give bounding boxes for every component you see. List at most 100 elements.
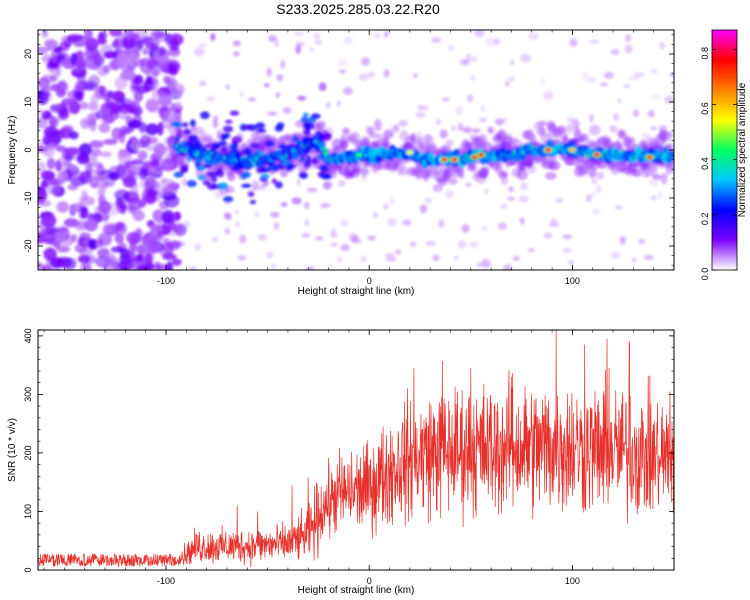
spectrogram-blob (198, 43, 208, 48)
spectrogram-blob (98, 30, 108, 40)
spectrogram-blob (125, 254, 134, 264)
spectrogram-blob (427, 140, 436, 151)
spectrogram-blob (528, 32, 539, 41)
spectrogram-blob (42, 85, 51, 93)
spectrogram-blob (291, 197, 302, 205)
spectrogram-blob (249, 142, 261, 149)
spectrogram-blob (150, 158, 160, 167)
spectrogram-blob (297, 95, 307, 101)
spectrogram-blob (61, 125, 74, 133)
spectrogram-blob (122, 176, 137, 188)
colorbar-label: Normalized spectral amplitude (737, 82, 748, 217)
spectrogram-blob (412, 73, 418, 78)
spectrogram-blob (280, 202, 288, 208)
spectrogram-blob (162, 253, 177, 261)
snr-x-tick-label: -100 (157, 576, 175, 586)
spectrogram-blob (41, 74, 56, 83)
spectrogram-blob (227, 171, 236, 182)
spectrogram-blob (632, 257, 637, 263)
spectrogram-blob (581, 71, 588, 80)
spectrogram-blob (340, 219, 349, 227)
spectrogram-blob (439, 129, 448, 139)
spectrogram-blob (57, 170, 68, 183)
snr-y-axis-label: SNR (10 * v/v) (7, 418, 18, 482)
spectrogram-blob (183, 220, 191, 228)
spectrogram-blob (470, 55, 478, 63)
spectrogram-blob (444, 189, 455, 199)
spectrogram-x-tick-label: 100 (565, 276, 580, 286)
spectrogram-blob (494, 166, 504, 174)
spectrogram-blob (66, 34, 83, 43)
spectrogram-blob (359, 166, 370, 177)
spectrogram-blob (40, 179, 49, 189)
spectrogram-blob (157, 121, 164, 136)
spectrogram-blob (135, 264, 149, 270)
spectrogram-blob (303, 201, 310, 210)
spectrogram-blob (78, 143, 93, 156)
spectrogram-blob (129, 140, 141, 151)
spectrogram-blob (38, 46, 49, 55)
spectrogram-blob (419, 105, 429, 111)
spectrogram-blob (146, 59, 159, 70)
spectrogram-blob (326, 102, 331, 109)
spectrogram-blob (203, 143, 215, 149)
spectrogram-blob (162, 110, 177, 121)
spectrogram-blob (298, 172, 309, 179)
spectrogram-y-axis-label: Frequency (Hz) (7, 116, 18, 185)
spectrogram-blob (476, 262, 482, 268)
spectrogram-blob (63, 159, 73, 167)
spectrogram-blob (368, 131, 379, 139)
spectrogram-blob (578, 133, 589, 143)
spectrogram-blob (109, 171, 120, 181)
spectrogram-blob (38, 108, 46, 116)
spectrogram-blob (114, 233, 124, 244)
spectrogram-blob (322, 136, 332, 141)
spectrogram-blob (336, 100, 341, 107)
spectrogram-blob (304, 126, 311, 132)
spectrogram-blob (130, 159, 144, 166)
spectrogram-blob (300, 116, 309, 123)
spectrogram-blob (103, 51, 118, 59)
spectrogram-blob (244, 147, 252, 156)
spectrogram-y-tick-label: -20 (23, 239, 33, 252)
spectrogram-blob (596, 171, 605, 180)
spectrogram-blob (42, 237, 57, 245)
spectrogram-blob (484, 187, 489, 195)
spectrogram-blob (123, 103, 133, 112)
snr-y-tick-label: 200 (23, 445, 33, 460)
spectrogram-blob (90, 161, 103, 168)
spectrogram-blob (114, 189, 130, 201)
spectrogram-blob (254, 210, 260, 218)
spectrogram-blob (210, 175, 218, 183)
spectrogram-blob (56, 81, 67, 92)
spectrogram-blob (625, 34, 632, 43)
spectrogram-blob (306, 187, 318, 193)
spectrogram-blob (477, 152, 485, 157)
snr-x-tick-label: 0 (367, 576, 372, 586)
spectrogram-blob (97, 65, 109, 77)
spectrogram-blob (497, 222, 507, 230)
spectrogram-blob (385, 256, 397, 262)
spectrogram-blob (44, 226, 61, 234)
spectrogram-blob (518, 195, 529, 203)
spectrogram-blob (161, 221, 171, 236)
snr-x-tick-label: 100 (565, 576, 580, 586)
spectrogram-blob (145, 98, 160, 113)
spectrogram-blob (322, 181, 333, 190)
spectrogram-blob (650, 126, 657, 131)
spectrogram-blob (206, 183, 218, 190)
spectrogram-blob (610, 251, 621, 260)
spectrogram-blob (240, 183, 252, 188)
spectrogram-blob (97, 232, 113, 246)
spectrogram-blob (55, 145, 67, 153)
snr-y-tick-label: 400 (23, 328, 33, 343)
spectrogram-blob (84, 30, 93, 40)
spectrogram-blob (75, 60, 86, 69)
spectrogram-blob (111, 90, 124, 103)
spectrogram-blob (56, 246, 71, 253)
spectrogram-blob (156, 166, 165, 173)
spectrogram-blob (97, 188, 106, 196)
spectrogram-blob (146, 234, 160, 247)
spectrogram-blob (303, 160, 312, 168)
